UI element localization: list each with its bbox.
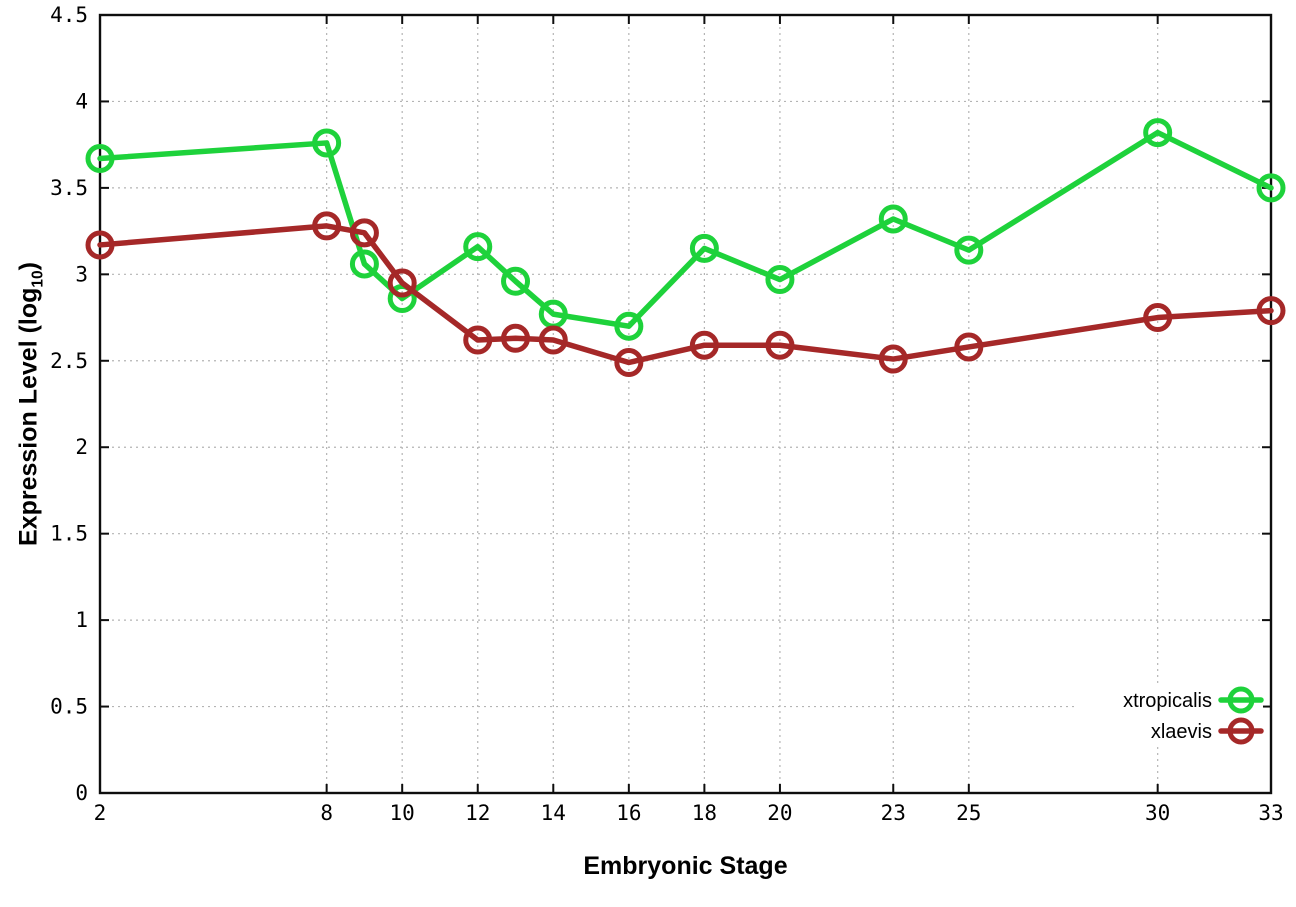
- data-point-xlaevis: [538, 325, 568, 355]
- data-point-xlaevis: [387, 268, 417, 298]
- data-point-xlaevis: [349, 218, 379, 248]
- data-point-xlaevis: [463, 325, 493, 355]
- data-point-xlaevis: [689, 330, 719, 360]
- data-point-xtropicalis: [1256, 173, 1286, 203]
- data-point-xtropicalis: [387, 284, 417, 314]
- data-point-xlaevis: [501, 323, 531, 353]
- x-tick-label: 14: [541, 801, 566, 825]
- data-point-xlaevis: [1143, 303, 1173, 333]
- y-tick-label: 3.5: [50, 176, 88, 200]
- data-point-xtropicalis: [878, 204, 908, 234]
- y-tick-label: 0: [75, 781, 88, 805]
- data-point-xtropicalis: [614, 311, 644, 341]
- x-tick-label: 8: [320, 801, 333, 825]
- y-tick-label: 4.5: [50, 3, 88, 27]
- y-tick-label: 1: [75, 608, 88, 632]
- data-point-xtropicalis: [312, 128, 342, 158]
- y-tick-label: 3: [75, 262, 88, 286]
- data-point-xlaevis: [85, 230, 115, 260]
- data-point-xlaevis: [1256, 296, 1286, 326]
- y-axis-title-close: ): [14, 262, 43, 271]
- y-tick-label: 1.5: [50, 522, 88, 546]
- plot-border: [98, 13, 1273, 795]
- legend-label-xtropicalis: xtropicalis: [1123, 690, 1212, 712]
- data-point-xlaevis: [614, 348, 644, 378]
- y-tick-label: 2: [75, 435, 88, 459]
- data-point-xtropicalis: [349, 249, 379, 279]
- y-tick-label: 2.5: [50, 349, 88, 373]
- x-tick-label: 12: [465, 801, 490, 825]
- x-axis-title: Embryonic Stage: [583, 852, 788, 880]
- data-point-xtropicalis: [501, 266, 531, 296]
- data-point-xtropicalis: [1143, 118, 1173, 148]
- x-tick-label: 16: [616, 801, 641, 825]
- series-line-xlaevis: [97, 223, 1274, 366]
- data-point-xtropicalis: [954, 235, 984, 265]
- x-tick-label: 25: [956, 801, 981, 825]
- data-point-xlaevis: [878, 344, 908, 374]
- y-axis-title-subscript: 10: [29, 270, 47, 288]
- data-point-xlaevis: [765, 330, 795, 360]
- y-axis-title-text: Expression Level (log: [14, 287, 43, 546]
- data-point-xtropicalis: [463, 232, 493, 262]
- data-point-xtropicalis: [85, 143, 115, 173]
- data-point-xtropicalis: [765, 265, 795, 295]
- x-tick-label: 10: [390, 801, 415, 825]
- legend-marker-xtropicalis: [1227, 686, 1255, 714]
- data-point-xtropicalis: [689, 233, 719, 263]
- x-tick-label: 2: [94, 801, 107, 825]
- data-point-xlaevis: [954, 332, 984, 362]
- y-tick-label: 4: [75, 89, 88, 113]
- x-tick-label: 20: [767, 801, 792, 825]
- legend-marker-xlaevis: [1227, 717, 1255, 745]
- x-tick-label: 33: [1258, 801, 1283, 825]
- x-tick-label: 23: [881, 801, 906, 825]
- legend-label-xlaevis: xlaevis: [1151, 721, 1212, 743]
- x-tick-label: 30: [1145, 801, 1170, 825]
- y-axis-title: Expression Level (log10): [15, 262, 48, 546]
- y-tick-label: 0.5: [50, 695, 88, 719]
- x-tick-label: 18: [692, 801, 717, 825]
- data-point-xlaevis: [312, 211, 342, 241]
